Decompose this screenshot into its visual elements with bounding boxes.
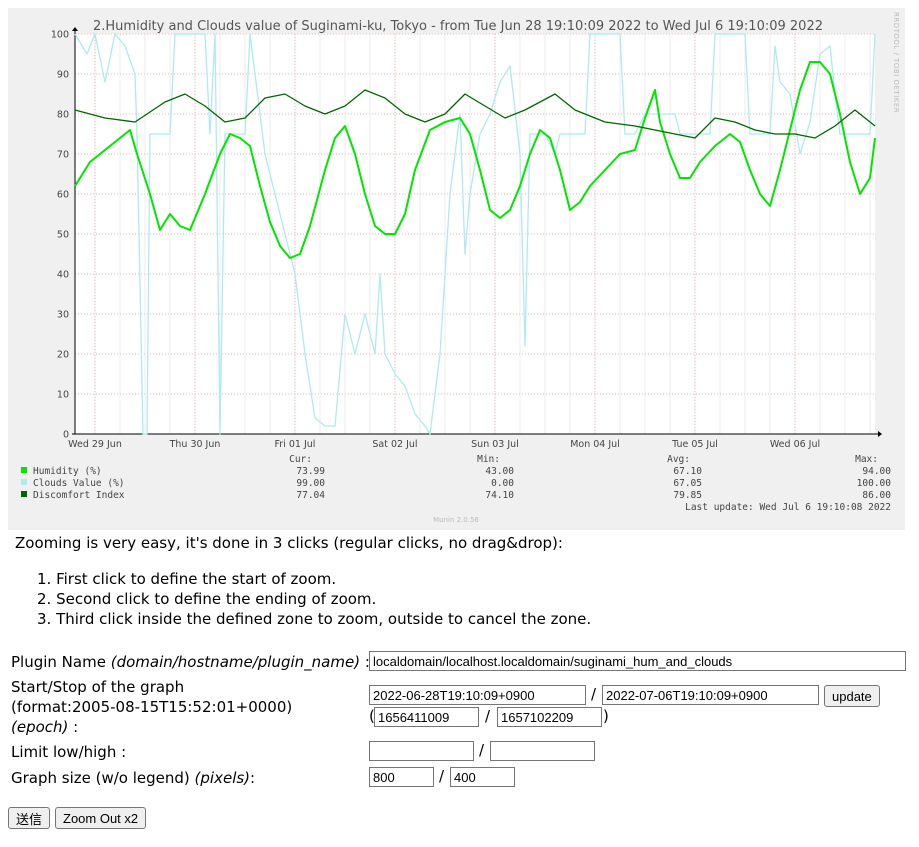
limit-high-input[interactable] [490,741,595,761]
y-axis-arrow [72,27,78,31]
slash-separator: / [591,685,597,703]
legend-header-avg: Avg: [667,454,690,465]
graph-height-input[interactable] [450,767,515,787]
legend-label-discomfort: Discomfort Index [33,490,125,501]
legend-avg-discomfort: 79.85 [673,490,702,501]
legend-min-clouds: 0.00 [491,478,514,489]
y-tick-label: 40 [57,270,69,281]
legend-swatch-humidity [21,467,27,473]
munin-version: Munin 2.0.56 [433,516,479,524]
plugin-label-format: (domain/hostname/plugin_name) [110,653,361,671]
epoch-label: (epoch) [11,718,69,736]
graph-width-input[interactable] [369,767,434,787]
humidity-clouds-chart[interactable]: 2.Humidity and Clouds value of Suginami-… [8,8,905,530]
rrdtool-watermark: RRDTOOL / TOBI OETIKER [892,12,900,113]
size-label-unit: (pixels) [194,769,251,787]
legend-label-humidity: Humidity (%) [33,466,102,477]
y-tick-label: 60 [57,190,69,201]
limit-label: Limit low/high : [11,743,127,761]
zoom-steps: 1. First click to define the start of zo… [37,569,591,629]
legend: Cur: Min: Avg: Max: Humidity (%) 73.99 4… [21,454,891,513]
x-tick-label: Fri 01 Jul [275,439,316,450]
discomfort-line [74,89,876,139]
chart-title: 2.Humidity and Clouds value of Suginami-… [93,19,823,34]
x-tick-label: Wed 06 Jul [770,439,820,450]
legend-min-humidity: 43.00 [485,466,514,477]
y-tick-label: 100 [51,30,69,41]
plugin-label-text: Plugin Name [11,653,111,671]
x-tick-label: Sat 02 Jul [372,439,417,450]
legend-max-humidity: 94.00 [862,466,891,477]
stop-datetime-input[interactable] [602,685,819,705]
slash-separator: / [439,767,445,785]
submit-button[interactable]: 送信 [8,807,51,829]
size-label-text: Graph size (w/o legend) [11,769,195,787]
zoom-out-button[interactable]: Zoom Out x2 [55,807,147,829]
stop-epoch-input[interactable] [497,707,602,727]
start-stop-format: (format:2005-08-15T15:52:01+0000) [11,698,293,716]
legend-header-cur: Cur: [289,454,312,465]
update-button[interactable]: update [824,685,880,707]
plugin-name-label: Plugin Name (domain/hostname/plugin_name… [11,652,370,672]
plugin-name-input[interactable] [369,651,906,671]
epoch-label-tail: : [68,718,79,736]
y-tick-label: 50 [57,230,69,241]
slash-separator: / [485,707,491,725]
x-tick-label: Tue 05 Jul [671,439,718,450]
zoom-instructions: Zooming is very easy, it's done in 3 cli… [15,534,563,552]
x-tick-label: Sun 03 Jul [471,439,519,450]
start-epoch-input[interactable] [374,707,479,727]
legend-header-min: Min: [477,454,500,465]
y-tick-label: 10 [57,390,69,401]
plugin-label-tail: : [360,653,370,671]
graph-size-label: Graph size (w/o legend) (pixels): [11,768,255,788]
slash-separator: / [479,741,485,759]
legend-swatch-clouds [21,479,27,485]
legend-min-discomfort: 74.10 [485,490,514,501]
clouds-line [74,33,876,435]
zoom-step: 1. First click to define the start of zo… [37,570,337,588]
legend-max-discomfort: 86.00 [862,490,891,501]
zoom-step: 3. Third click inside the defined zone t… [37,610,592,628]
zoom-step: 2. Second click to define the ending of … [37,590,377,608]
start-stop-epoch-label: (epoch) : [11,717,292,737]
legend-avg-humidity: 67.10 [673,466,702,477]
x-tick-label: Mon 04 Jul [570,439,620,450]
legend-header-max: Max: [855,454,878,465]
legend-cur-discomfort: 77.04 [296,490,325,501]
legend-swatch-discomfort [21,491,27,497]
legend-cur-humidity: 73.99 [296,466,325,477]
last-update: Last update: Wed Jul 6 19:10:08 2022 [685,502,891,513]
y-tick-label: 0 [63,430,69,441]
graph-panel[interactable]: 2.Humidity and Clouds value of Suginami-… [8,8,905,530]
y-tick-label: 90 [57,70,69,81]
close-paren: ) [603,707,609,725]
start-stop-label: Start/Stop of the graph (format:2005-08-… [11,677,292,737]
x-tick-label: Wed 29 Jun [68,439,122,450]
x-tick-label: Thu 30 Jun [169,439,221,450]
x-axis-arrow [878,431,882,437]
legend-label-clouds: Clouds Value (%) [33,478,125,489]
limit-low-input[interactable] [369,741,474,761]
open-paren: ( [369,707,375,725]
start-stop-label-text: Start/Stop of the graph [11,678,185,696]
y-tick-label: 20 [57,350,69,361]
humidity-line [74,61,876,259]
legend-avg-clouds: 67.05 [673,478,702,489]
y-tick-label: 30 [57,310,69,321]
y-tick-label: 80 [57,110,69,121]
legend-max-clouds: 100.00 [857,478,892,489]
legend-cur-clouds: 99.00 [296,478,325,489]
start-datetime-input[interactable] [369,685,586,705]
y-tick-label: 70 [57,150,69,161]
size-label-tail: : [250,769,256,787]
